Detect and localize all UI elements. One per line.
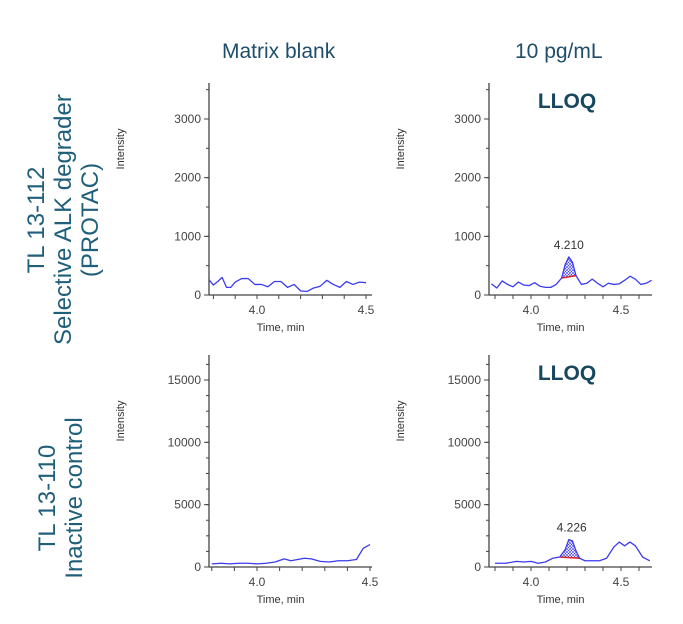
x-axis-title: Time, min <box>257 322 305 334</box>
y-tick-label: 2000 <box>174 171 201 185</box>
x-axis-title: Time, min <box>257 594 305 606</box>
column-title-10-pg-ml: 10 pg/mL <box>515 40 603 63</box>
chromatogram-panel: 0 1000 2000 3000 4.0 4.5 Time, min Intensity <box>115 83 375 334</box>
y-axis-title: Intensity <box>115 400 127 441</box>
y-axis-title: Intensity <box>115 128 127 169</box>
y-tick-label: 5000 <box>454 498 481 512</box>
integrated-peak-area <box>559 539 580 559</box>
y-tick-label: 1000 <box>454 229 481 243</box>
y-tick-label: 15000 <box>448 373 482 387</box>
y-tick-label: 10000 <box>448 435 482 449</box>
chromatogram-trace <box>495 538 651 564</box>
peak-baseline <box>559 556 580 560</box>
x-axis-title: Time, min <box>537 322 585 334</box>
chromatogram-panel: 0 5000 10000 15000 4.0 4.5 Time, min Intensity 4… <box>395 355 652 606</box>
y-tick-label: 0 <box>194 560 201 574</box>
retention-time-label: 4.226 <box>557 521 587 535</box>
retention-time-label: 4.210 <box>554 238 584 252</box>
x-tick-label: 4.5 <box>362 575 379 589</box>
column-title-matrix-blank: Matrix blank <box>222 40 336 63</box>
x-tick-label: 4.5 <box>613 303 630 317</box>
lloq-label: LLOQ <box>538 90 596 113</box>
y-tick-label: 0 <box>474 560 481 574</box>
x-tick-label: 4.5 <box>613 575 630 589</box>
x-tick-label: 4.5 <box>358 303 375 317</box>
y-tick-label: 2000 <box>454 171 481 185</box>
y-tick-label: 3000 <box>174 112 201 126</box>
chromatogram-trace <box>208 276 367 293</box>
x-tick-label: 4.0 <box>523 575 540 589</box>
y-axis-title: Intensity <box>395 128 407 169</box>
x-axis-title: Time, min <box>537 594 585 606</box>
x-tick-label: 4.0 <box>249 303 266 317</box>
chromatogram-trace <box>491 256 652 289</box>
y-tick-label: 1000 <box>174 229 201 243</box>
lloq-label: LLOQ <box>538 362 596 385</box>
x-tick-label: 4.0 <box>523 303 540 317</box>
chromatogram-panel: 0 1000 2000 3000 4.0 4.5 Time, min Intensity 4.2… <box>395 83 652 334</box>
x-tick-label: 4.0 <box>249 575 266 589</box>
y-axis-title: Intensity <box>395 400 407 441</box>
y-tick-label: 10000 <box>168 435 202 449</box>
y-tick-label: 0 <box>474 288 481 302</box>
peak-baseline <box>561 274 577 279</box>
y-tick-label: 0 <box>194 288 201 302</box>
y-tick-label: 3000 <box>454 112 481 126</box>
y-tick-label: 15000 <box>168 373 202 387</box>
y-tick-label: 5000 <box>174 498 201 512</box>
chromatogram-panel: 0 5000 10000 15000 4.0 4.5 Time, min Intensity <box>115 355 379 606</box>
chromatogram-trace <box>211 543 371 565</box>
